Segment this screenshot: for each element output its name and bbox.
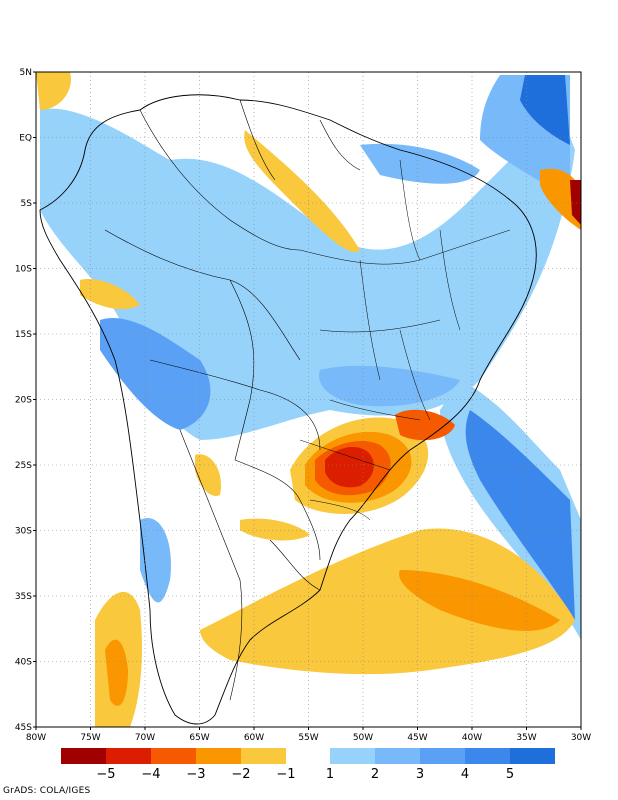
lat-tick-label: 25S: [15, 461, 32, 471]
lat-tick-label: 40S: [15, 658, 32, 668]
colorbar-swatch-positive: [420, 748, 465, 764]
lat-tick-label: 15S: [15, 330, 32, 340]
lat-tick-label: 45S: [15, 723, 32, 733]
colorbar-label-negative: −3: [186, 767, 205, 782]
colorbar: −5 −4 −3 −2 −1 1 2 3 4 5: [61, 748, 555, 782]
field-orange-west-arg: [195, 454, 221, 496]
lon-tick-label: 60W: [244, 733, 264, 743]
colorbar-swatch-positive: [510, 748, 555, 764]
colorbar-swatch-negative: [106, 748, 151, 764]
field-red-core: [325, 446, 374, 488]
colorbar-swatch-positive: [330, 748, 375, 764]
lon-tick-label: 50W: [353, 733, 373, 743]
colorbar-swatch-negative: [241, 748, 286, 764]
field-blue-amazon: [40, 108, 575, 441]
colorbar-swatch-negative: [61, 748, 106, 764]
field-orange-amazon-diag: [244, 130, 360, 252]
lon-tick-label: 30W: [571, 733, 591, 743]
colorbar-label-positive: 2: [371, 767, 379, 782]
colorbar-label-negative: −4: [141, 767, 160, 782]
lon-tick-label: 70W: [135, 733, 155, 743]
field-orange-se-coast: [395, 409, 455, 441]
latitude-axis: 5N EQ 5S 10S 15S 20S 25S 30S 35S 40S 45S: [15, 68, 36, 733]
colorbar-swatch-negative: [151, 748, 196, 764]
lat-lon-grid: [36, 72, 581, 727]
south-america-outline: [39, 94, 537, 725]
lon-tick-label: 35W: [516, 733, 536, 743]
field-orange-peru: [80, 279, 140, 310]
field-red-east: [570, 180, 581, 225]
coastlines: [39, 94, 537, 725]
colorbar-label-positive: 3: [416, 767, 424, 782]
field-orange-southern: [200, 528, 575, 675]
colorbar-label-positive: 1: [326, 767, 334, 782]
lat-tick-label: 35S: [15, 592, 32, 602]
colorbar-label-negative: −1: [276, 767, 295, 782]
grads-credit: GrADS: COLA/IGES: [3, 786, 91, 796]
colorbar-label-negative: −5: [96, 767, 115, 782]
lat-tick-label: 10S: [15, 265, 32, 275]
field-blue-band-core: [465, 410, 575, 620]
lon-tick-label: 55W: [298, 733, 318, 743]
lon-tick-label: 75W: [80, 733, 100, 743]
country-borders: [104, 99, 361, 701]
field-blue-ne-core: [520, 75, 570, 145]
field-blue-south-andes: [140, 518, 171, 603]
lat-tick-label: 30S: [15, 527, 32, 537]
field-blue-andes: [100, 318, 211, 430]
anomaly-field: [36, 72, 581, 727]
lat-tick-label: EQ: [19, 134, 32, 144]
colorbar-swatch-positive: [375, 748, 420, 764]
field-orange2-patagonia: [105, 639, 128, 706]
lat-tick-label: 20S: [15, 396, 32, 406]
lon-tick-label: 45W: [407, 733, 427, 743]
colorbar-label-positive: 5: [506, 767, 514, 782]
field-orange-bolivia: [240, 518, 310, 541]
colorbar-swatch-positive: [465, 748, 510, 764]
longitude-axis: 80W 75W 70W 65W 60W 55W 50W 45W 40W 35W 30W: [26, 727, 591, 743]
field-blue-central: [319, 365, 460, 407]
lat-tick-label: 5S: [21, 199, 33, 209]
field-orange-nw: [36, 72, 71, 110]
field-blue-north-coast: [360, 143, 480, 184]
colorbar-swatch-negative: [196, 748, 241, 764]
brazil-states: [299, 159, 511, 521]
colorbar-label-positive: 4: [461, 767, 469, 782]
lon-tick-label: 40W: [462, 733, 482, 743]
lon-tick-label: 65W: [189, 733, 209, 743]
field-orange2-southern: [399, 570, 560, 631]
lon-tick-label: 80W: [26, 733, 46, 743]
colorbar-label-negative: −2: [231, 767, 250, 782]
lat-tick-label: 5N: [20, 68, 32, 78]
